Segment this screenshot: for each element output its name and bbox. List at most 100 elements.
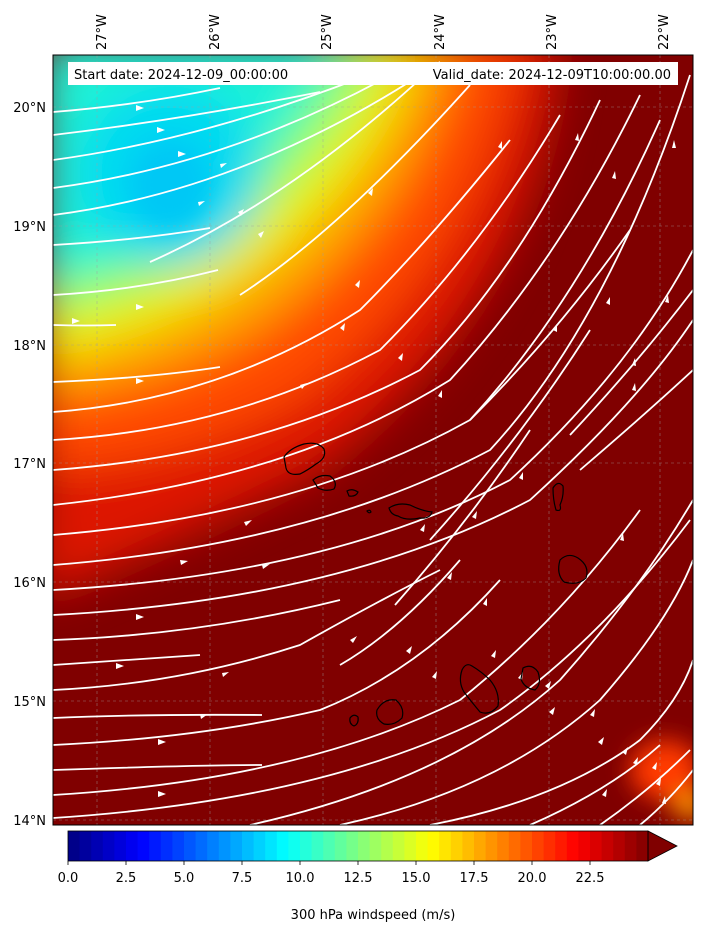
colorbar-segment xyxy=(137,831,150,861)
island-maio xyxy=(520,665,541,691)
island-brava xyxy=(349,714,359,727)
lat-label: 15°N xyxy=(13,695,46,710)
colorbar-segment xyxy=(149,831,162,861)
colorbar-segment xyxy=(358,831,371,861)
streamline-arrows xyxy=(72,105,676,804)
colorbar-segment xyxy=(79,831,92,861)
island-islet xyxy=(366,509,372,514)
colorbar-segment xyxy=(230,831,243,861)
colorbar-segment xyxy=(102,831,115,861)
colorbar-segment xyxy=(508,831,521,861)
colorbar-segment xyxy=(195,831,208,861)
colorbar-ticks: 0.0 2.5 5.0 7.5 10.0 12.5 15.0 17.5 20.0 22.5 xyxy=(58,861,605,886)
colorbar-segment xyxy=(126,831,139,861)
colorbar-segment xyxy=(184,831,197,861)
colorbar-extend-arrow xyxy=(647,830,678,862)
lon-label: 26°W xyxy=(208,14,223,50)
lat-label: 16°N xyxy=(13,576,46,591)
colorbar-segment xyxy=(369,831,382,861)
colorbar: 0.0 2.5 5.0 7.5 10.0 12.5 15.0 17.5 20.0 22.5 300… xyxy=(58,830,678,923)
lat-label: 17°N xyxy=(13,457,46,472)
colorbar-tick-label: 22.5 xyxy=(576,871,605,886)
colorbar-segment xyxy=(311,831,324,861)
colorbar-tick-label: 0.0 xyxy=(58,871,79,886)
colorbar-segment xyxy=(462,831,475,861)
colorbar-segment xyxy=(218,831,231,861)
colorbar-segment xyxy=(207,831,220,861)
colorbar-segment xyxy=(381,831,394,861)
colorbar-tick-label: 12.5 xyxy=(344,871,373,886)
colorbar-segment xyxy=(91,831,104,861)
colorbar-segment xyxy=(265,831,278,861)
colorbar-segment xyxy=(68,831,81,861)
valid-date-label: Valid_date: 2024-12-09T10:00:00.00 xyxy=(433,68,671,83)
colorbar-tick-label: 5.0 xyxy=(174,871,195,886)
lon-label: 25°W xyxy=(320,14,335,50)
wind-streamlines xyxy=(53,61,693,825)
colorbar-segment xyxy=(636,831,649,861)
colorbar-tick-label: 15.0 xyxy=(402,871,431,886)
island-sao-nicolau xyxy=(388,503,433,520)
colorbar-tick-label: 17.5 xyxy=(460,871,489,886)
island-sal xyxy=(552,482,564,512)
colorbar-segment xyxy=(439,831,452,861)
island-santa-luzia xyxy=(346,489,359,497)
colorbar-segment xyxy=(578,831,591,861)
lat-label: 19°N xyxy=(13,220,46,235)
colorbar-segment xyxy=(532,831,545,861)
island-santiago xyxy=(459,664,499,714)
colorbar-segment xyxy=(172,831,185,861)
coastlines xyxy=(283,442,588,727)
colorbar-segment xyxy=(474,831,487,861)
colorbar-segment xyxy=(276,831,289,861)
colorbar-segment xyxy=(485,831,498,861)
island-sao-vicente xyxy=(312,474,336,491)
map-frame xyxy=(52,54,694,826)
start-date-label: Start date: 2024-12-09_00:00:00 xyxy=(74,68,288,83)
colorbar-segment xyxy=(323,831,336,861)
colorbar-segment xyxy=(416,831,429,861)
colorbar-segment xyxy=(566,831,579,861)
colorbar-segment xyxy=(346,831,359,861)
date-header-box xyxy=(68,62,678,85)
colorbar-segment xyxy=(288,831,301,861)
latitude-labels: 20°N 19°N 18°N 17°N 16°N 15°N 14°N xyxy=(13,101,46,829)
colorbar-tick-label: 7.5 xyxy=(232,871,253,886)
colorbar-segment xyxy=(300,831,313,861)
windspeed-field xyxy=(53,55,693,825)
colorbar-segment xyxy=(334,831,347,861)
colorbar-segment xyxy=(601,831,614,861)
colorbar-tick-label: 10.0 xyxy=(286,871,315,886)
island-fogo xyxy=(376,699,404,725)
colorbar-segment xyxy=(613,831,626,861)
colorbar-segment xyxy=(624,831,637,861)
colorbar-segment xyxy=(242,831,255,861)
colorbar-segment xyxy=(253,831,266,861)
longitude-labels: 27°W 26°W 25°W 24°W 23°W 22°W xyxy=(95,14,672,50)
colorbar-segment xyxy=(114,831,127,861)
lat-label: 18°N xyxy=(13,339,46,354)
island-santo-antao xyxy=(283,442,326,475)
colorbar-segment xyxy=(520,831,533,861)
colorbar-segment xyxy=(497,831,510,861)
lon-label: 23°W xyxy=(545,14,560,50)
colorbar-segment xyxy=(555,831,568,861)
colorbar-segments xyxy=(68,831,649,861)
colorbar-segment xyxy=(450,831,463,861)
colorbar-label: 300 hPa windspeed (m/s) xyxy=(291,908,456,923)
lon-label: 27°W xyxy=(95,14,110,50)
colorbar-segment xyxy=(404,831,417,861)
colorbar-tick-label: 2.5 xyxy=(116,871,137,886)
colorbar-segment xyxy=(543,831,556,861)
colorbar-tick-label: 20.0 xyxy=(518,871,547,886)
island-boa-vista xyxy=(558,554,588,584)
colorbar-segment xyxy=(427,831,440,861)
colorbar-segment xyxy=(590,831,603,861)
lat-label: 20°N xyxy=(13,101,46,116)
lat-label: 14°N xyxy=(13,814,46,829)
lon-label: 24°W xyxy=(433,14,448,50)
colorbar-segment xyxy=(160,831,173,861)
colorbar-segment xyxy=(392,831,405,861)
gridlines xyxy=(53,55,693,825)
